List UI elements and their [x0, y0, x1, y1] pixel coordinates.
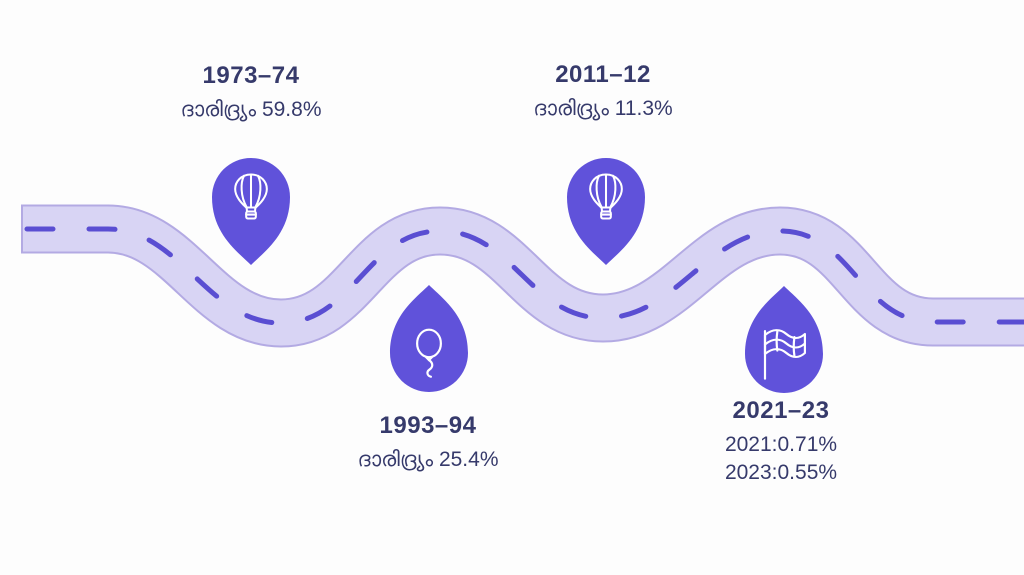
- road-center-dashes: [20, 226, 1024, 326]
- poverty-value-text: ദാരിദ്ര്യം 25.4%: [357, 448, 499, 471]
- pin-marker-1973-74: [212, 158, 290, 265]
- poverty-value-text: ദാരിദ്ര്യം 59.8%: [180, 98, 322, 121]
- poverty-value-text: ദാരിദ്ര്യം 11.3%: [533, 97, 673, 120]
- poverty-value-text-2: 2023:0.55%: [724, 461, 838, 484]
- marker-label-2021-23: 2021–23 2021:0.71% 2023:0.55%: [725, 397, 837, 487]
- period-text: 1973–74: [202, 62, 300, 89]
- marker-label-1973-74: 1973–74 ദാരിദ്ര്യം 59.8%: [181, 62, 322, 124]
- marker-label-2011-12: 2011–12 ദാരിദ്ര്യം 11.3%: [533, 61, 672, 123]
- pin-marker-1993-94: [390, 285, 468, 392]
- poverty-value-text: 2021:0.71%: [724, 433, 838, 456]
- period-text: 2021–23: [732, 397, 830, 424]
- pin-marker-2021-23: [745, 286, 823, 393]
- marker-label-1993-94: 1993–94 ദാരിദ്ര്യം 25.4%: [358, 412, 499, 474]
- period-text: 1993–94: [379, 412, 477, 439]
- pin-marker-2011-12: [567, 158, 645, 265]
- map-pin-up: [745, 286, 823, 393]
- period-text: 2011–12: [555, 61, 651, 88]
